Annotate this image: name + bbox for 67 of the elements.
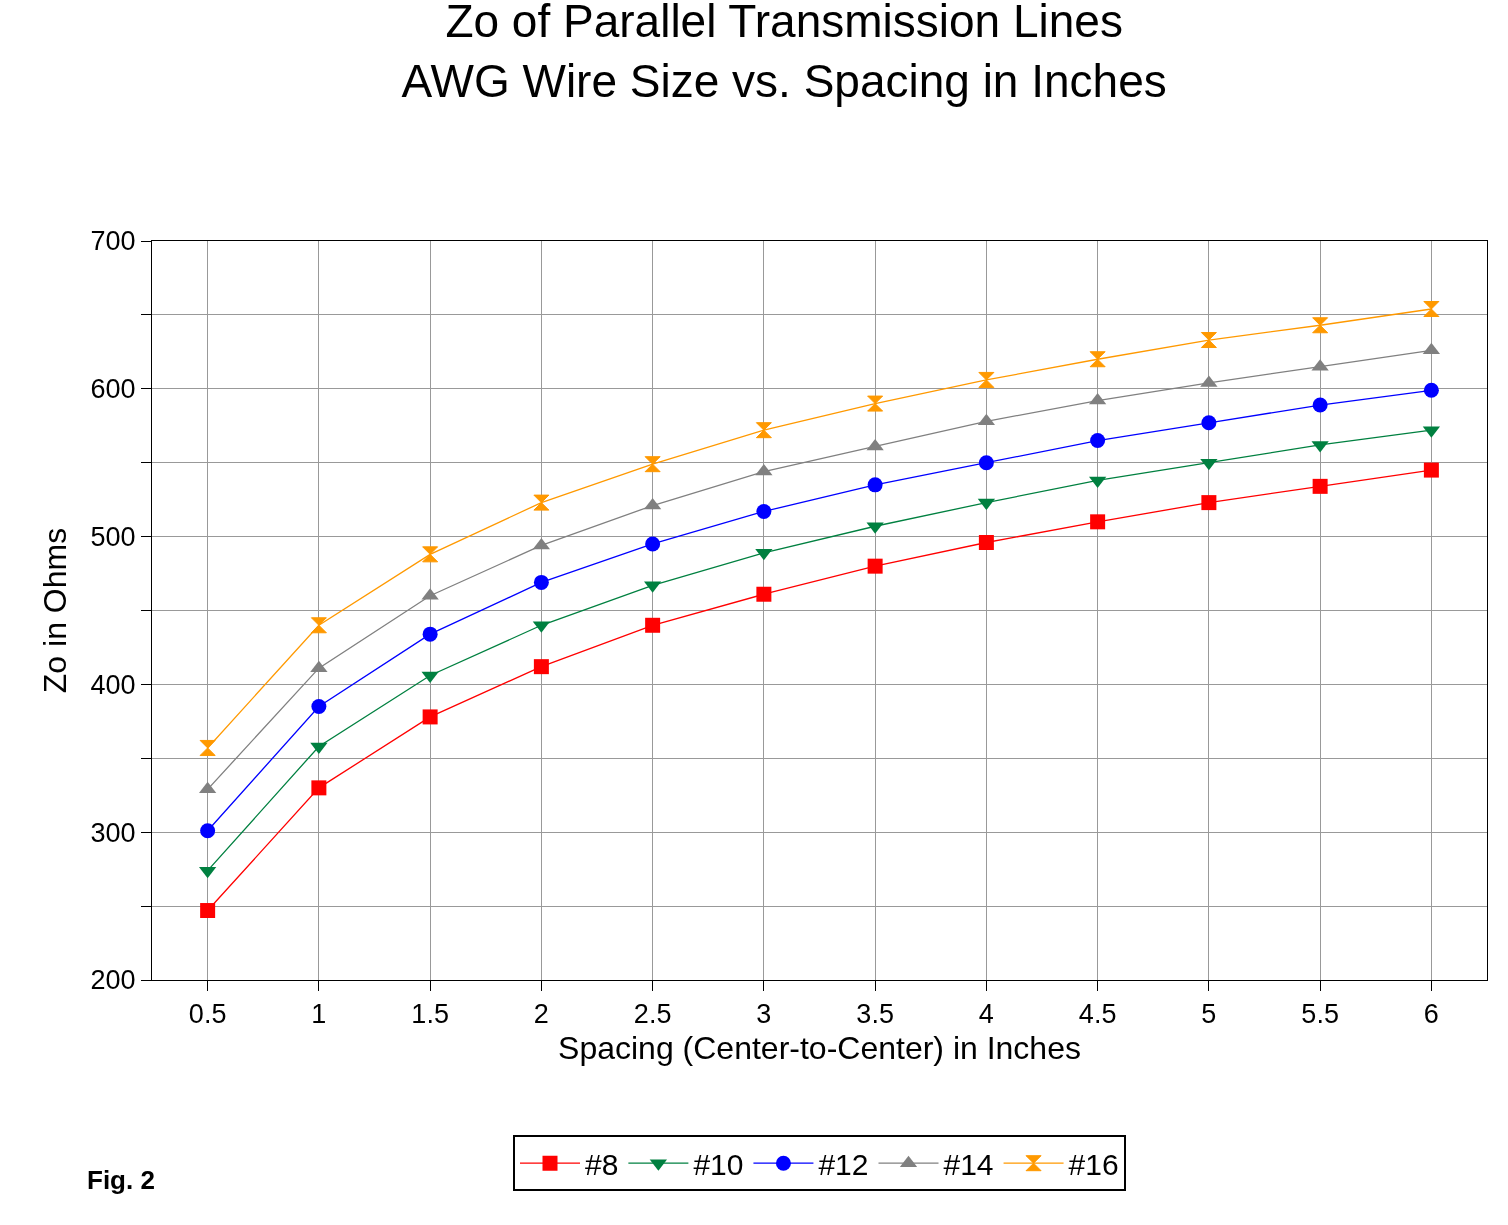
point [978, 371, 995, 388]
point [311, 780, 327, 796]
x-tick-label: 0.5 [188, 999, 227, 1030]
x-tick-label: 6 [1423, 999, 1439, 1030]
chart-subtitle: AWG Wire Size vs. Spacing in Inches [401, 54, 1167, 107]
y-tick-label: 600 [90, 374, 136, 405]
x-tick-label: 5.5 [1301, 999, 1339, 1030]
point [1423, 462, 1439, 478]
point [978, 535, 994, 551]
point [867, 558, 883, 574]
point [199, 739, 216, 756]
y-tick-label: 500 [90, 522, 136, 553]
x-tick-label: 4 [978, 999, 994, 1030]
point [1423, 382, 1439, 398]
point [533, 659, 549, 675]
point [533, 494, 550, 511]
point [421, 671, 439, 684]
point [1312, 478, 1328, 494]
point [1312, 317, 1329, 334]
x-tick-label: 1.5 [411, 999, 449, 1030]
point [200, 903, 216, 919]
x-tick-label: 2.5 [633, 999, 672, 1030]
point [422, 709, 438, 725]
point [867, 395, 884, 412]
x-tick-label: 3.5 [856, 999, 894, 1030]
y-tick-label: 200 [90, 965, 136, 996]
caption: Fig. 2 [87, 1165, 155, 1195]
legend-label: #10 [693, 1147, 744, 1181]
y-tick-label: 700 [90, 226, 136, 257]
y-axis-title: Zo in Ohms [36, 527, 73, 694]
point [755, 422, 772, 439]
x-axis-title: Spacing (Center-to-Center) in Inches [558, 1030, 1081, 1067]
point [1423, 300, 1440, 317]
legend-label: #16 [1068, 1147, 1119, 1181]
point [1090, 433, 1106, 449]
x-tick-label: 3 [756, 999, 772, 1030]
legend-label: #8 [585, 1147, 619, 1181]
point [756, 586, 772, 602]
point [1201, 415, 1217, 431]
point [1201, 495, 1217, 511]
x-tick-label: 4.5 [1078, 999, 1117, 1030]
y-tick-label: 400 [90, 669, 136, 700]
point [200, 823, 216, 839]
point [645, 617, 661, 633]
point [1312, 397, 1328, 413]
point [1200, 458, 1218, 471]
point [311, 699, 327, 715]
point [867, 477, 883, 493]
point [1090, 514, 1106, 530]
point [866, 438, 884, 451]
chart-title: Zo of Parallel Transmission Lines [445, 0, 1123, 47]
x-tick-label: 2 [533, 999, 549, 1030]
point [533, 574, 549, 590]
point [1200, 332, 1217, 349]
point [422, 626, 438, 642]
y-tick-label: 300 [90, 817, 136, 848]
legend-label: #14 [943, 1147, 994, 1181]
point [756, 503, 772, 519]
point [978, 455, 994, 471]
point [645, 536, 661, 552]
x-tick-label: 1 [311, 999, 327, 1030]
point [644, 456, 661, 473]
legend-label: #12 [818, 1147, 869, 1181]
point [1089, 351, 1106, 368]
point [310, 617, 327, 634]
x-tick-label: 5 [1201, 999, 1217, 1030]
point [422, 546, 439, 563]
